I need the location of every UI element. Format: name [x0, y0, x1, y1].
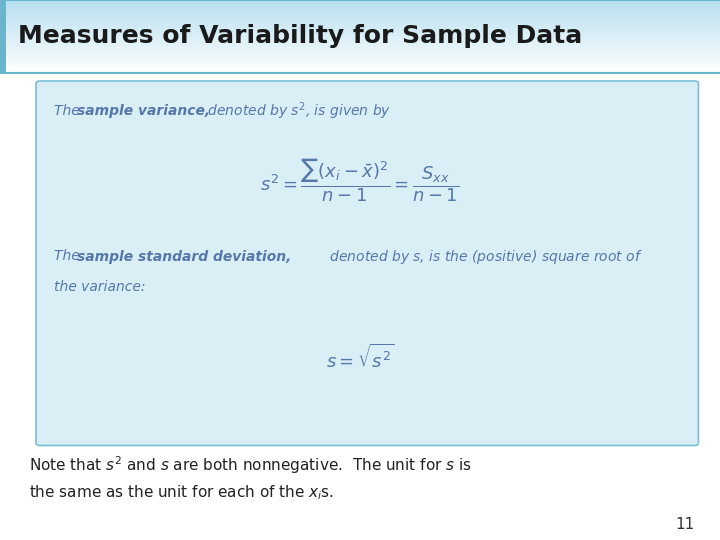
Bar [0, 0, 720, 1]
Bar [0, 67, 720, 68]
Text: the variance:: the variance: [54, 280, 145, 294]
Bar [0, 48, 720, 49]
Bar [0, 45, 720, 46]
Text: the same as the unit for each of the $x_i$s.: the same as the unit for each of the $x_… [29, 483, 334, 502]
Text: sample standard deviation,: sample standard deviation, [77, 249, 292, 264]
Bar [0, 59, 720, 60]
Bar [0, 34, 720, 35]
Bar [0, 40, 720, 42]
Text: $s = \sqrt{s^2}$: $s = \sqrt{s^2}$ [325, 343, 395, 372]
Text: Note that $s^2$ and $s$ are both nonnegative.  The unit for $s$ is: Note that $s^2$ and $s$ are both nonnega… [29, 455, 472, 476]
Bar [0, 10, 720, 11]
Text: 11: 11 [675, 517, 695, 532]
Bar [0, 12, 720, 14]
Bar [0, 43, 720, 44]
Bar [0, 15, 720, 16]
Text: Measures of Variability for Sample Data: Measures of Variability for Sample Data [18, 24, 582, 49]
Bar [0, 44, 720, 45]
Text: $s^2 = \dfrac{\sum(x_i - \bar{x})^2}{n-1} = \dfrac{S_{xx}}{n-1}$: $s^2 = \dfrac{\sum(x_i - \bar{x})^2}{n-1… [261, 158, 459, 204]
Bar [0, 25, 720, 26]
Text: denoted by $s^2$, is given by: denoted by $s^2$, is given by [203, 100, 391, 122]
Bar [0, 21, 720, 22]
Bar [0, 5, 720, 6]
Bar [0, 6, 720, 7]
Text: The: The [54, 104, 84, 118]
Bar [0, 2, 720, 4]
Bar [0, 58, 720, 59]
Bar [0, 26, 720, 28]
Bar [0, 46, 720, 48]
Bar [0, 61, 720, 62]
Bar [0, 68, 720, 69]
Bar [0, 53, 720, 55]
Bar [0, 16, 720, 17]
Text: The: The [54, 249, 84, 264]
Bar [0, 17, 720, 18]
Bar [0, 24, 720, 25]
Bar [0, 51, 720, 52]
Bar [0, 52, 720, 53]
Bar [0, 1, 720, 2]
Bar [0, 38, 720, 39]
Bar [0, 0, 6, 73]
Bar [0, 63, 720, 64]
Bar [0, 62, 720, 63]
Bar [0, 55, 720, 56]
Bar [0, 64, 720, 65]
Bar [0, 29, 720, 30]
Bar [0, 72, 720, 73]
Bar [0, 36, 720, 38]
Bar [0, 31, 720, 33]
Bar [0, 39, 720, 40]
Bar [0, 22, 720, 23]
Bar [0, 49, 720, 50]
Bar [0, 56, 720, 57]
Bar [0, 11, 720, 12]
Bar [0, 35, 720, 36]
Bar [0, 50, 720, 51]
Bar [0, 14, 720, 15]
Bar [0, 42, 720, 43]
Bar [0, 69, 720, 71]
FancyBboxPatch shape [36, 81, 698, 445]
Bar [0, 71, 720, 72]
Bar [0, 4, 720, 5]
Bar [0, 65, 720, 67]
Text: denoted by $s$, is the (positive) square root of: denoted by $s$, is the (positive) square… [325, 247, 643, 266]
Bar [0, 9, 720, 10]
Bar [0, 19, 720, 21]
Bar [0, 28, 720, 29]
Bar [0, 30, 720, 31]
Bar [0, 57, 720, 58]
Bar [0, 18, 720, 19]
Bar [0, 33, 720, 34]
Bar [0, 23, 720, 24]
Bar [0, 7, 720, 9]
Text: sample variance,: sample variance, [77, 104, 210, 118]
